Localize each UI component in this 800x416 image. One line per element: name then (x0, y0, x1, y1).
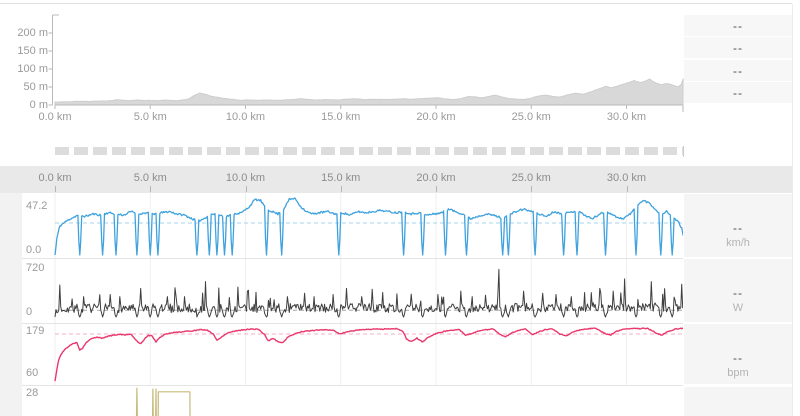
speed-chart-row (22, 193, 683, 258)
heartrate-min-label: 60 (26, 367, 39, 379)
distance-axis-tick (531, 186, 533, 192)
speed-chart[interactable] (22, 193, 683, 258)
heartrate-stat-panel: -- bpm (684, 324, 792, 384)
power-chart[interactable] (22, 259, 683, 323)
elevation-y-tick-label: 50 m (23, 81, 48, 93)
distance-axis-label: 25.0 km (511, 172, 551, 184)
elevation-y-tick-label: 100 m (17, 63, 48, 75)
elevation-y-axis: 200 m 150 m 100 m 50 m 0 m (8, 0, 48, 120)
range-scrubber[interactable] (55, 147, 683, 155)
top-divider (0, 3, 792, 4)
row-divider (22, 258, 683, 259)
summary-stat-value: -- (733, 86, 743, 101)
elevation-x-tick-label: 30.0 km (606, 111, 647, 123)
speed-unit: km/h (726, 237, 750, 249)
speed-stat-panel: -- km/h (684, 194, 792, 257)
cadence-chart[interactable] (22, 386, 683, 416)
elevation-y-tick-label: 0 m (29, 99, 48, 111)
cadence-chart-row (22, 386, 683, 416)
left-gutter (0, 193, 22, 416)
speed-max-label: 47.2 (26, 200, 48, 212)
elevation-x-axis: 0.0 km 5.0 km 10.0 km 15.0 km 20.0 km 25.0 km… (0, 111, 700, 125)
elevation-x-tick-label: 25.0 km (511, 111, 551, 123)
heartrate-unit: bpm (727, 367, 749, 379)
elevation-x-tick-label: 5.0 km (133, 111, 167, 123)
row-divider (22, 323, 683, 324)
elevation-x-tick-label: 0.0 km (38, 111, 72, 123)
distance-axis-label: 15.0 km (321, 172, 361, 184)
distance-axis-tick (340, 186, 342, 192)
distance-axis-label: 20.0 km (416, 172, 456, 184)
summary-stat-row: -- (684, 15, 792, 36)
summary-stat-row: -- (684, 82, 792, 104)
summary-stat-value: -- (733, 63, 743, 78)
panel-right-border (792, 4, 793, 416)
cadence-max-label: 28 (26, 387, 39, 399)
heartrate-value: -- (733, 351, 743, 365)
scrubber-end-tick (683, 146, 684, 157)
elevation-x-tick-label: 15.0 km (321, 111, 361, 123)
elevation-x-tick-label: 10.0 km (225, 111, 266, 123)
summary-stat-value: -- (733, 41, 743, 56)
elevation-y-tick-label: 200 m (17, 27, 48, 39)
power-unit: W (732, 302, 744, 314)
power-max-label: 720 (26, 262, 45, 274)
distance-axis-tick (150, 186, 152, 192)
distance-axis-label: 5.0 km (133, 172, 167, 184)
row-divider (22, 385, 683, 386)
summary-stat-row: -- (684, 59, 792, 81)
elevation-chart[interactable] (0, 0, 800, 166)
speed-min-label: 0.0 (26, 244, 42, 256)
cadence-stat-panel (684, 387, 792, 416)
power-value: -- (733, 286, 743, 300)
distance-axis-label: 30.0 km (606, 172, 647, 184)
power-stat-panel: -- W (684, 259, 792, 322)
power-chart-row (22, 259, 683, 323)
distance-axis-tick (245, 186, 247, 192)
distance-axis-label: 10.0 km (225, 172, 266, 184)
summary-stat-value: -- (733, 19, 743, 33)
distance-axis-tick (55, 186, 56, 192)
summary-stat-row: -- (684, 37, 792, 59)
elevation-y-tick-label: 150 m (17, 45, 48, 57)
heartrate-max-label: 179 (26, 325, 45, 337)
speed-value: -- (733, 221, 743, 235)
distance-axis-tick (436, 186, 437, 192)
distance-axis-band: 0.0 km 5.0 km 10.0 km 15.0 km 20.0 km 25.0 km… (0, 166, 792, 193)
power-min-label: 0 (26, 306, 33, 318)
distance-axis-tick (626, 186, 628, 192)
elevation-x-tick-label: 20.0 km (416, 111, 456, 123)
distance-axis-label: 0.0 km (38, 172, 72, 184)
heartrate-chart[interactable] (22, 324, 683, 385)
